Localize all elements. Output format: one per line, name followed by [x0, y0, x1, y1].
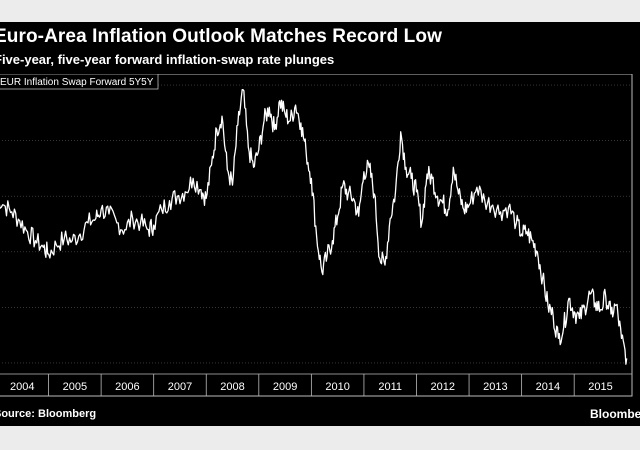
- chart-panel: Euro-Area Inflation Outlook Matches Reco…: [0, 22, 640, 426]
- x-tick-label-2007: 2007: [168, 381, 192, 393]
- x-tick-label-2006: 2006: [115, 381, 139, 393]
- legend-label: EUR Inflation Swap Forward 5Y5Y: [0, 77, 154, 88]
- x-tick-label-2008: 2008: [220, 381, 244, 393]
- legend: EUR Inflation Swap Forward 5Y5Y: [0, 74, 159, 90]
- x-tick-label-2009: 2009: [273, 381, 297, 393]
- x-tick-label-2010: 2010: [325, 381, 349, 393]
- x-tick-label-2015: 2015: [588, 381, 612, 393]
- chart-subtitle: Five-year, five-year forward inflation-s…: [0, 52, 335, 67]
- x-axis: 2004 2005 2006 2007 2008 2009 2010 2011 2012 2013…: [0, 373, 632, 396]
- series-line-0: [0, 88, 628, 365]
- plot-border: [0, 74, 633, 397]
- grid-layer: [0, 84, 632, 364]
- chart-title: Euro-Area Inflation Outlook Matches Reco…: [0, 26, 442, 47]
- series-layer: [0, 88, 628, 365]
- x-tick-label-2004: 2004: [10, 381, 34, 393]
- x-tick-label-2013: 2013: [483, 381, 507, 393]
- x-tick-label-2005: 2005: [63, 381, 87, 393]
- line-chart: EUR Inflation Swap Forward 5Y5Y 2004 2005…: [0, 74, 633, 397]
- legend-box: [0, 74, 159, 90]
- x-tick-label-2011: 2011: [378, 381, 402, 393]
- x-tick-label-2014: 2014: [536, 381, 560, 393]
- x-tick-label-2012: 2012: [431, 381, 455, 393]
- brand-logo-text: Bloomberg: [590, 407, 640, 421]
- source-note: Source: Bloomberg: [0, 408, 97, 420]
